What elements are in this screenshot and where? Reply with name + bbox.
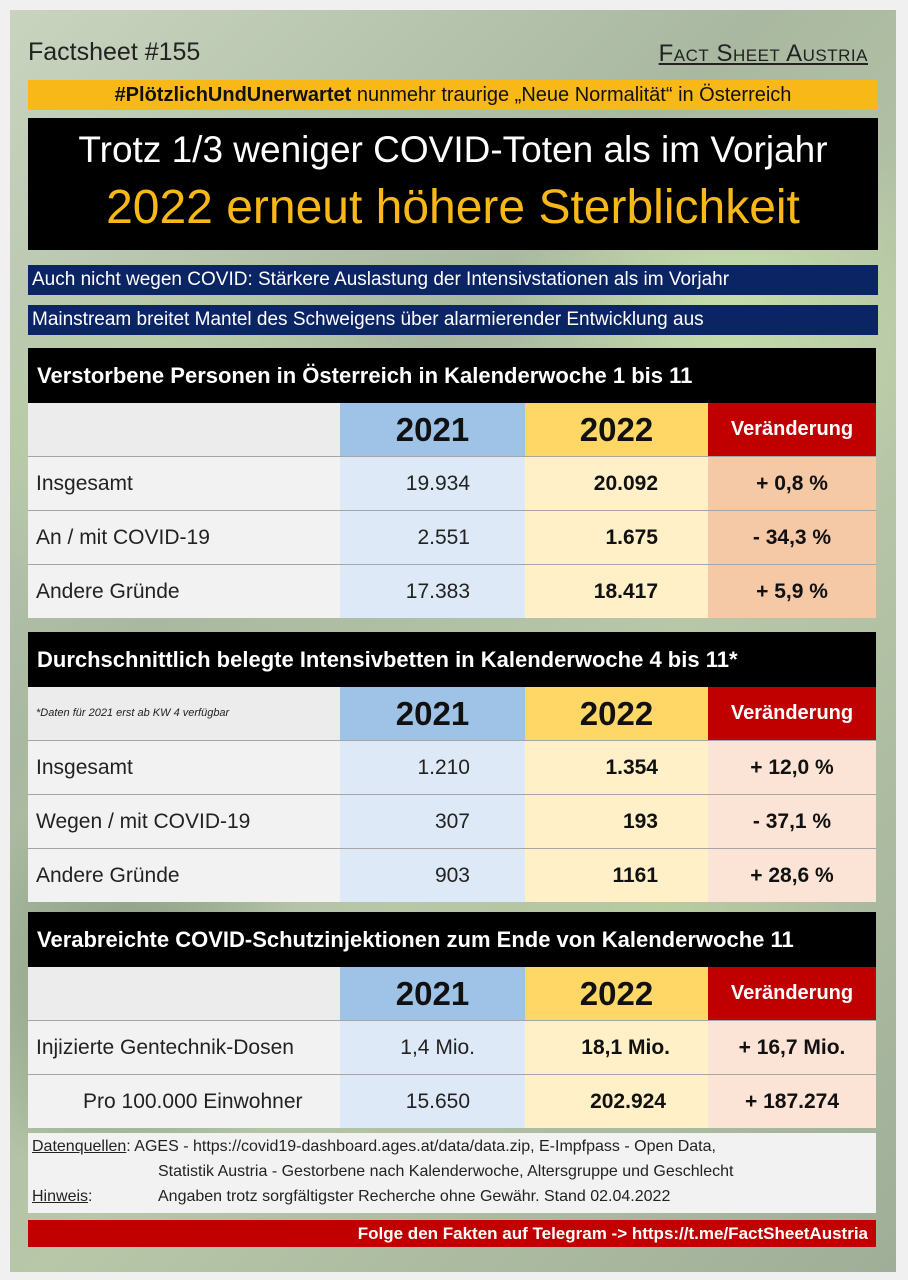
table-title: Verstorbene Personen in Österreich in Ka…: [28, 348, 876, 403]
table-header-row: *Daten für 2021 erst ab KW 4 verfügbar 2…: [28, 687, 876, 740]
hashtag: #PlötzlichUndUnerwartet: [114, 84, 352, 106]
subheadline-1: Auch nicht wegen COVID: Stärkere Auslast…: [28, 265, 878, 295]
table-injections: Verabreichte COVID-Schutzinjektionen zum…: [28, 912, 876, 1128]
table-row: Wegen / mit COVID-19 307 193 - 37,1 %: [28, 794, 876, 848]
header-empty: [28, 403, 340, 456]
value-change: + 28,6 %: [708, 849, 876, 902]
table-title: Verabreichte COVID-Schutzinjektionen zum…: [28, 912, 876, 967]
header-change: Veränderung: [708, 967, 876, 1020]
subheadline-2: Mainstream breitet Mantel des Schweigens…: [28, 305, 878, 335]
row-label: Pro 100.000 Einwohner: [28, 1075, 340, 1128]
value-2022: 202.924: [525, 1075, 708, 1128]
note-label: Hinweis:: [32, 1188, 92, 1206]
sources-label: Datenquellen: [32, 1138, 127, 1155]
header-2022: 2022: [525, 967, 708, 1020]
value-change: - 37,1 %: [708, 795, 876, 848]
brand-title: Fact Sheet Austria: [658, 40, 868, 67]
table-title: Durchschnittlich belegte Intensivbetten …: [28, 632, 876, 687]
table-row: Insgesamt 19.934 20.092 + 0,8 %: [28, 456, 876, 510]
value-change: + 0,8 %: [708, 457, 876, 510]
value-change: - 34,3 %: [708, 511, 876, 564]
value-2022: 193: [525, 795, 708, 848]
value-2021: 2.551: [340, 511, 525, 564]
table-row: An / mit COVID-19 2.551 1.675 - 34,3 %: [28, 510, 876, 564]
row-label: Insgesamt: [28, 457, 340, 510]
value-2021: 17.383: [340, 565, 525, 618]
value-2022: 1.354: [525, 741, 708, 794]
table-row: Insgesamt 1.210 1.354 + 12,0 %: [28, 740, 876, 794]
table-row: Pro 100.000 Einwohner 15.650 202.924 + 1…: [28, 1074, 876, 1128]
header-2021: 2021: [340, 967, 525, 1020]
value-2021: 903: [340, 849, 525, 902]
table-icu-beds: Durchschnittlich belegte Intensivbetten …: [28, 632, 876, 902]
note-text: Angaben trotz sorgfältigster Recherche o…: [158, 1188, 671, 1205]
table-row: Andere Gründe 17.383 18.417 + 5,9 %: [28, 564, 876, 618]
row-label: An / mit COVID-19: [28, 511, 340, 564]
value-change: + 12,0 %: [708, 741, 876, 794]
header-2022: 2022: [525, 403, 708, 456]
value-2021: 1,4 Mio.: [340, 1021, 525, 1074]
row-label: Wegen / mit COVID-19: [28, 795, 340, 848]
header-2021: 2021: [340, 403, 525, 456]
note-colon: :: [88, 1188, 93, 1205]
value-2022: 18.417: [525, 565, 708, 618]
value-change: + 5,9 %: [708, 565, 876, 618]
row-label: Andere Gründe: [28, 565, 340, 618]
sources-line-1: Datenquellen: AGES - https://covid19-das…: [32, 1138, 716, 1156]
header-change: Veränderung: [708, 403, 876, 456]
hashtag-text: nunmehr traurige „Neue Normalität“ in Ös…: [351, 84, 792, 106]
value-2021: 1.210: [340, 741, 525, 794]
table-row: Injizierte Gentechnik-Dosen 1,4 Mio. 18,…: [28, 1020, 876, 1074]
sources-text-1: : AGES - https://covid19-dashboard.ages.…: [126, 1138, 716, 1155]
value-2022: 18,1 Mio.: [525, 1021, 708, 1074]
value-change: + 187.274: [708, 1075, 876, 1128]
table-header-row: 2021 2022 Veränderung: [28, 967, 876, 1020]
value-2022: 20.092: [525, 457, 708, 510]
headline-line-1: Trotz 1/3 weniger COVID-Toten als im Vor…: [78, 129, 828, 170]
value-change: + 16,7 Mio.: [708, 1021, 876, 1074]
value-2022: 1161: [525, 849, 708, 902]
factsheet-number: Factsheet #155: [28, 38, 201, 66]
sources-line-2: Statistik Austria - Gestorbene nach Kale…: [158, 1163, 734, 1180]
row-label: Injizierte Gentechnik-Dosen: [28, 1021, 340, 1074]
row-label: Andere Gründe: [28, 849, 340, 902]
telegram-footer[interactable]: Folge den Fakten auf Telegram -> https:/…: [28, 1220, 876, 1247]
headline-line-2: 2022 erneut höhere Sterblichkeit: [106, 181, 800, 234]
header-empty: [28, 967, 340, 1020]
headline-box: Trotz 1/3 weniger COVID-Toten als im Vor…: [28, 118, 878, 250]
row-label: Insgesamt: [28, 741, 340, 794]
hashtag-bar: #PlötzlichUndUnerwartet nunmehr traurige…: [28, 80, 878, 110]
note-label-text: Hinweis: [32, 1188, 89, 1205]
value-2022: 1.675: [525, 511, 708, 564]
sources-box: Datenquellen: AGES - https://covid19-das…: [28, 1133, 876, 1213]
header-2021: 2021: [340, 687, 525, 740]
table-deaths: Verstorbene Personen in Österreich in Ka…: [28, 348, 876, 618]
table-row: Andere Gründe 903 1161 + 28,6 %: [28, 848, 876, 902]
value-2021: 19.934: [340, 457, 525, 510]
header-change: Veränderung: [708, 687, 876, 740]
header-2022: 2022: [525, 687, 708, 740]
table-footnote: *Daten für 2021 erst ab KW 4 verfügbar: [28, 687, 340, 740]
value-2021: 15.650: [340, 1075, 525, 1128]
value-2021: 307: [340, 795, 525, 848]
table-header-row: 2021 2022 Veränderung: [28, 403, 876, 456]
